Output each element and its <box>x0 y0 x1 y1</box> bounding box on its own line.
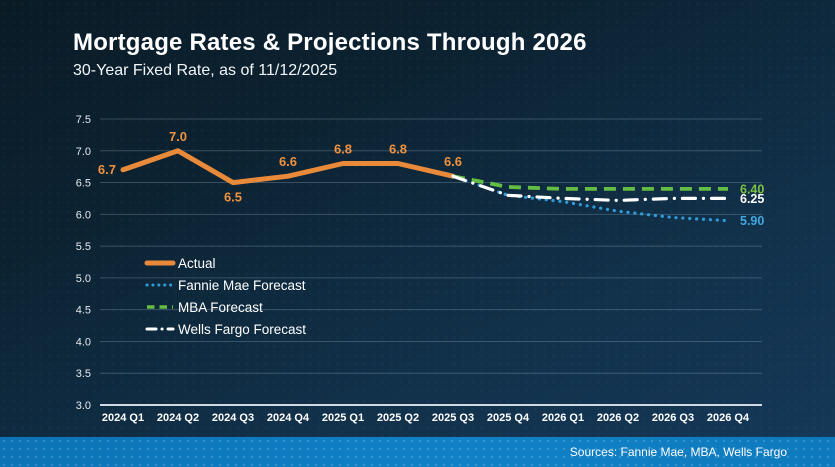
x-axis-tick: 2025 Q4 <box>487 412 530 424</box>
legend: Actual Fannie Mae Forecast MBA Forecast Wel… <box>144 252 306 340</box>
y-axis-tick: 7.0 <box>76 146 91 158</box>
page-title: Mortgage Rates & Projections Through 202… <box>73 29 587 56</box>
data-label-actual: 6.7 <box>98 162 116 177</box>
x-axis-tick: 2025 Q2 <box>377 412 419 424</box>
data-label-actual: 6.5 <box>224 190 242 205</box>
end-label-fannie-mae-forecast: 5.90 <box>740 214 764 228</box>
series-line-mba-forecast <box>452 174 728 191</box>
mortgage-rates-chart: 3.0 3.5 4.0 4.5 5.0 5.5 6.0 6.5 7.0 7.5 2024 Q1 202… <box>76 114 765 424</box>
legend-item-wells-fargo-forecast: Wells Fargo Forecast <box>144 318 306 340</box>
y-axis-tick: 3.0 <box>76 400 91 412</box>
page-subtitle: 30-Year Fixed Rate, as of 11/12/2025 <box>73 62 338 79</box>
x-axis-tick: 2024 Q1 <box>102 412 144 424</box>
legend-swatch-fannie-mae-forecast <box>145 283 175 287</box>
sources-text: Sources: Fannie Mae, MBA, Wells Fargo <box>569 445 787 459</box>
y-axis-tick: 4.5 <box>76 305 91 317</box>
x-axis-tick: 2025 Q1 <box>322 412 364 424</box>
x-axis-tick: 2026 Q2 <box>597 412 639 424</box>
x-axis-tick: 2024 Q4 <box>267 412 310 424</box>
y-axis-tick: 7.5 <box>76 114 91 126</box>
end-label-wells-fargo-forecast: 6.25 <box>740 192 764 206</box>
y-axis-tick: 3.5 <box>76 368 91 380</box>
legend-label-actual: Actual <box>178 255 216 271</box>
data-label-actual: 6.8 <box>334 141 352 156</box>
legend-swatch-wells-fargo-forecast <box>145 327 175 331</box>
legend-label-wells-fargo-forecast: Wells Fargo Forecast <box>178 321 307 337</box>
legend-item-actual: Actual <box>144 252 306 274</box>
x-axis-tick: 2024 Q3 <box>212 412 254 424</box>
x-axis-tick: 2026 Q1 <box>542 412 584 424</box>
y-axis-tick: 6.0 <box>76 209 91 221</box>
legend-swatch-mba-forecast <box>147 305 173 309</box>
legend-label-mba-forecast: MBA Forecast <box>178 299 263 315</box>
x-axis-tick: 2024 Q2 <box>157 412 199 424</box>
sources-bar: Sources: Fannie Mae, MBA, Wells Fargo <box>0 437 835 467</box>
series-line-actual <box>120 148 456 186</box>
x-axis-tick: 2026 Q3 <box>652 412 694 424</box>
y-axis-tick: 5.5 <box>76 241 91 253</box>
end-label-mba-forecast: 6.40 <box>740 182 764 196</box>
legend-label-fannie-mae-forecast: Fannie Mae Forecast <box>178 277 306 293</box>
data-label-actual: 7.0 <box>169 129 187 144</box>
y-axis-tick: 4.0 <box>76 336 91 348</box>
data-label-actual: 6.6 <box>279 154 297 169</box>
y-axis-tick: 5.0 <box>76 273 91 285</box>
data-label-actual: 6.8 <box>389 141 407 156</box>
y-axis-tick: 6.5 <box>76 178 91 190</box>
legend-swatch-actual <box>144 260 176 266</box>
x-axis-tick: 2026 Q4 <box>707 412 750 424</box>
data-label-actual: 6.6 <box>444 154 462 169</box>
legend-item-fannie-mae-forecast: Fannie Mae Forecast <box>144 274 306 296</box>
series-line-wells-fargo-forecast <box>451 174 730 202</box>
legend-item-mba-forecast: MBA Forecast <box>144 296 306 318</box>
x-axis-tick: 2025 Q3 <box>432 412 474 424</box>
